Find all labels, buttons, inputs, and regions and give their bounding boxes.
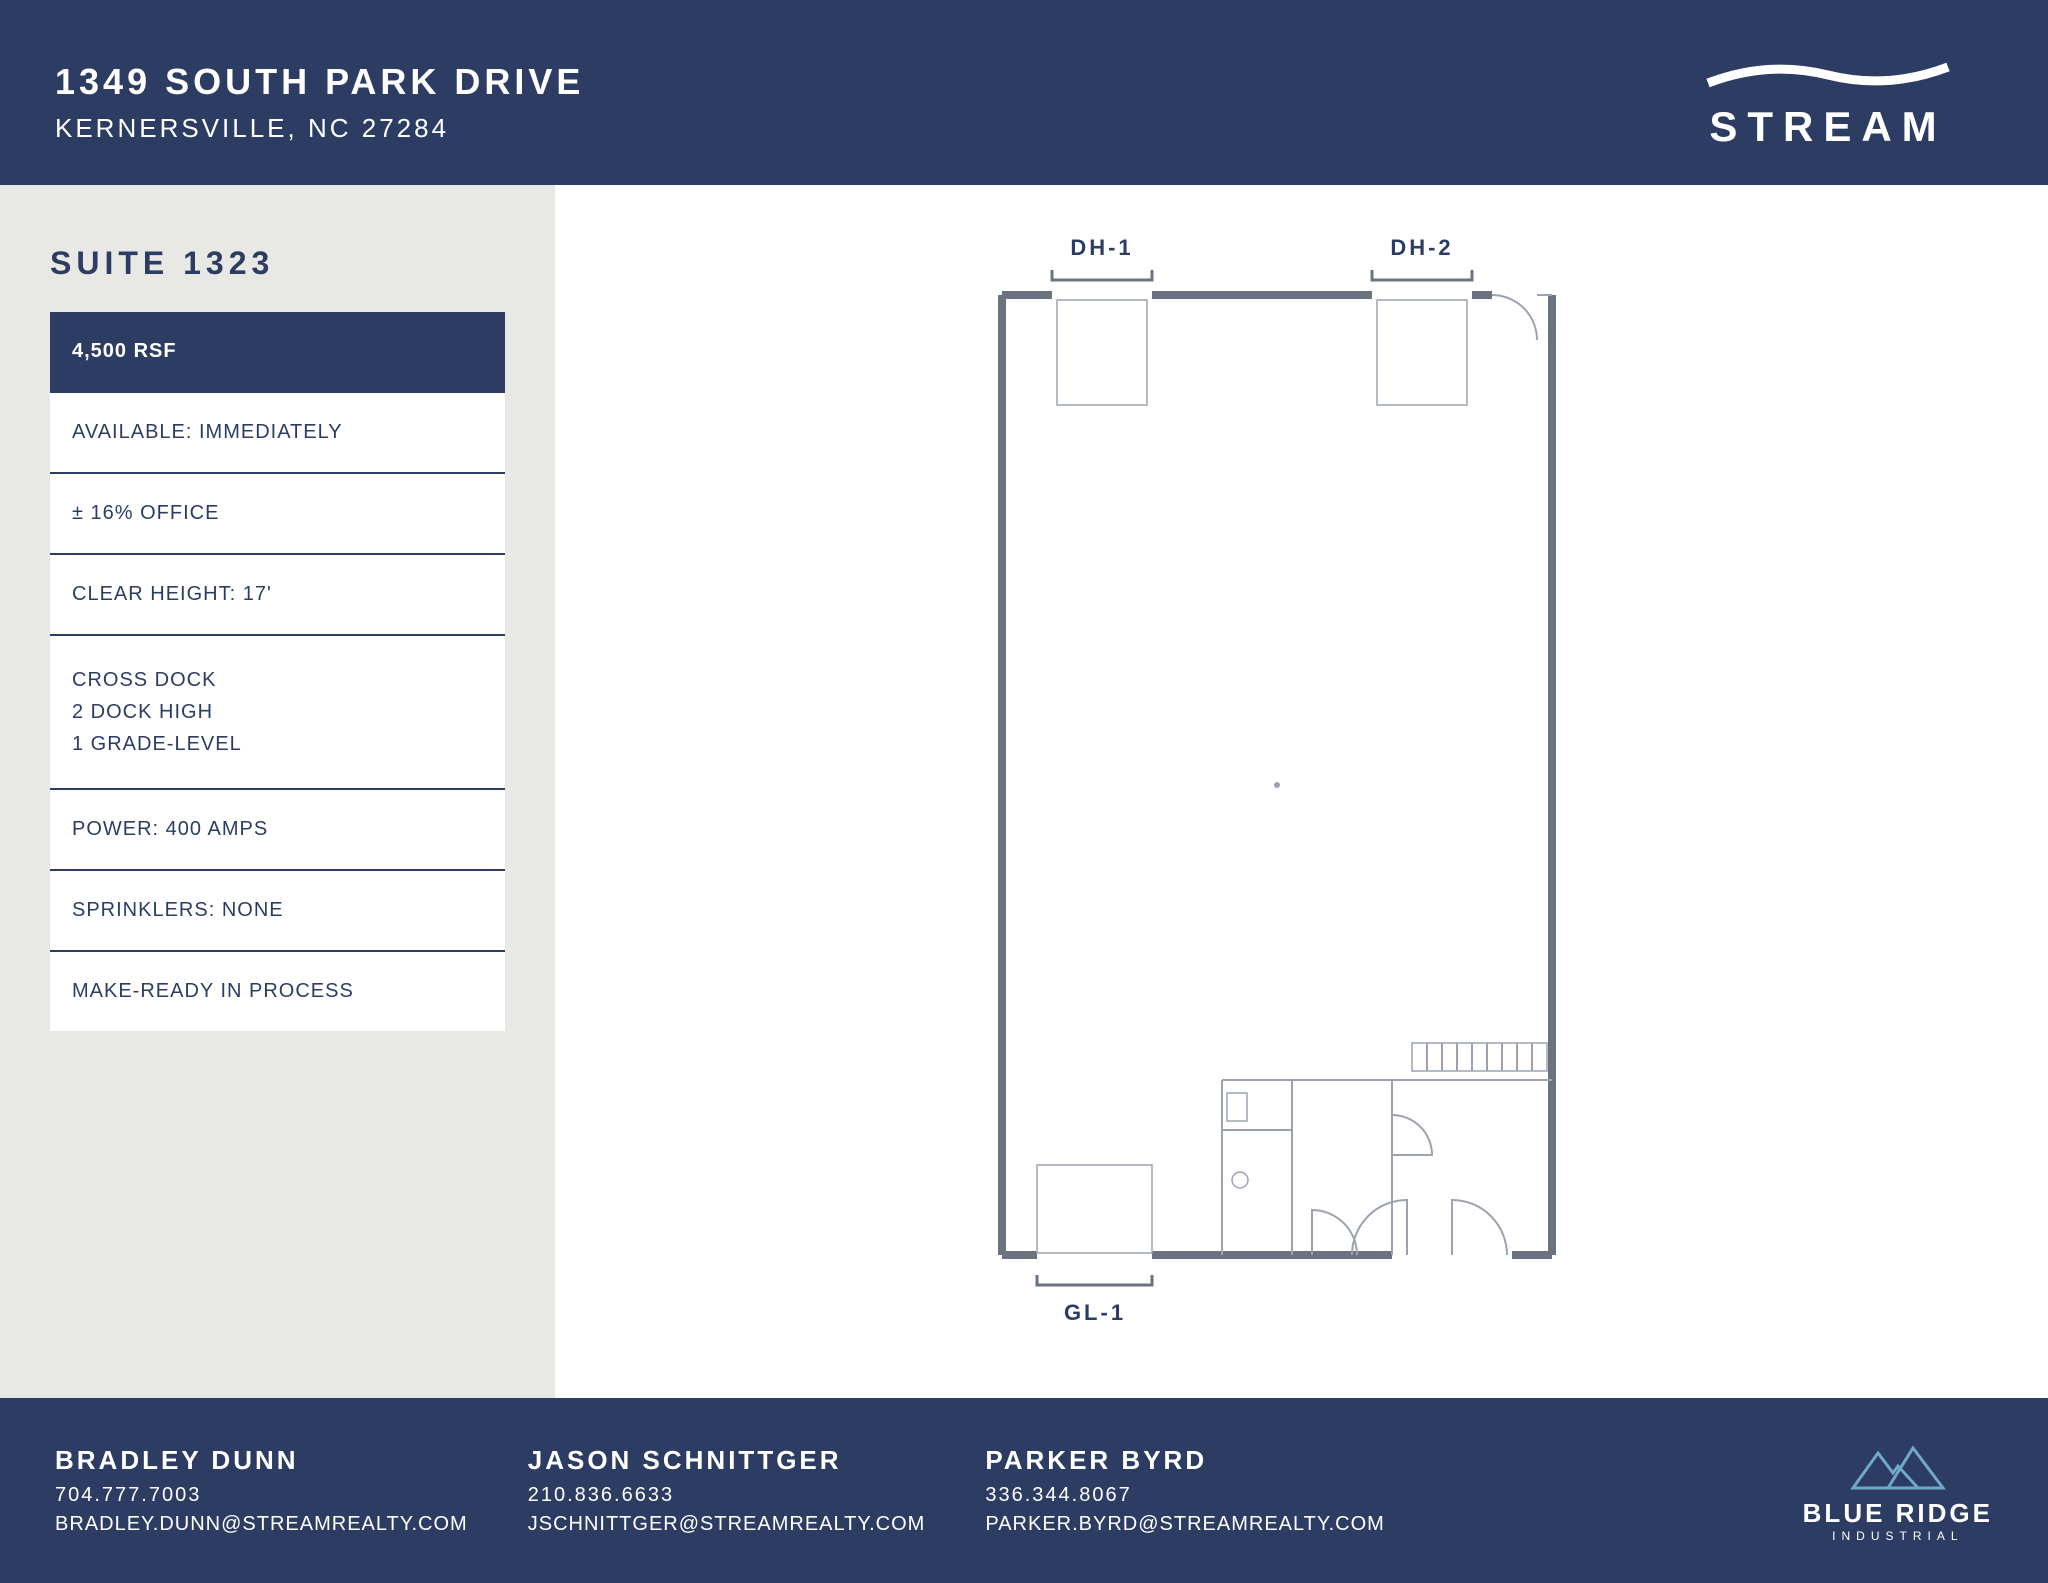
contact-2-email: PARKER.BYRD@STREAMREALTY.COM: [985, 1513, 1384, 1536]
spec-dock: CROSS DOCK 2 DOCK HIGH 1 GRADE-LEVEL: [50, 636, 505, 790]
blueridge-logo: BLUE RIDGE INDUSTRIAL: [1803, 1438, 1993, 1543]
floorplan-svg: DH-1 DH-2: [852, 225, 1752, 1355]
mountain-icon: [1843, 1438, 1953, 1493]
suite-title: SUITE 1323: [50, 245, 505, 282]
contact-1-name: JASON SCHNITTGER: [528, 1445, 926, 1476]
contact-0-phone: 704.777.7003: [55, 1484, 468, 1507]
contact-2: PARKER BYRD 336.344.8067 PARKER.BYRD@STR…: [985, 1445, 1384, 1536]
spec-sprinklers: SPRINKLERS: NONE: [50, 871, 505, 952]
spec-list: 4,500 RSF AVAILABLE: IMMEDIATELY ± 16% O…: [50, 312, 505, 1031]
address-line2: KERNERSVILLE, NC 27284: [55, 113, 584, 144]
address-line1: 1349 SOUTH PARK DRIVE: [55, 61, 584, 103]
header: 1349 SOUTH PARK DRIVE KERNERSVILLE, NC 2…: [0, 0, 2048, 185]
spec-power: POWER: 400 AMPS: [50, 790, 505, 871]
stream-logo: STREAM: [1703, 55, 1953, 151]
contact-0-email: BRADLEY.DUNN@STREAMREALTY.COM: [55, 1513, 468, 1536]
label-dh2: DH-2: [1390, 235, 1453, 260]
contact-2-phone: 336.344.8067: [985, 1484, 1384, 1507]
spec-available: AVAILABLE: IMMEDIATELY: [50, 393, 505, 474]
contact-1-email: JSCHNITTGER@STREAMREALTY.COM: [528, 1513, 926, 1536]
spec-office: ± 16% OFFICE: [50, 474, 505, 555]
label-dh1: DH-1: [1070, 235, 1133, 260]
spec-make-ready: MAKE-READY IN PROCESS: [50, 952, 505, 1031]
spec-clear-height: CLEAR HEIGHT: 17': [50, 555, 505, 636]
stream-wave-icon: [1703, 55, 1953, 95]
spec-dock-line2: 2 DOCK HIGH: [72, 696, 483, 728]
spec-dock-line3: 1 GRADE-LEVEL: [72, 728, 483, 760]
blueridge-sub: INDUSTRIAL: [1803, 1529, 1993, 1543]
contact-0-name: BRADLEY DUNN: [55, 1445, 468, 1476]
content: SUITE 1323 4,500 RSF AVAILABLE: IMMEDIAT…: [0, 185, 2048, 1398]
contact-2-name: PARKER BYRD: [985, 1445, 1384, 1476]
spec-rsf: 4,500 RSF: [50, 312, 505, 393]
contact-1-phone: 210.836.6633: [528, 1484, 926, 1507]
address-block: 1349 SOUTH PARK DRIVE KERNERSVILLE, NC 2…: [55, 61, 584, 144]
footer: BRADLEY DUNN 704.777.7003 BRADLEY.DUNN@S…: [0, 1398, 2048, 1583]
sidebar: SUITE 1323 4,500 RSF AVAILABLE: IMMEDIAT…: [0, 185, 555, 1398]
contact-0: BRADLEY DUNN 704.777.7003 BRADLEY.DUNN@S…: [55, 1445, 468, 1536]
contact-1: JASON SCHNITTGER 210.836.6633 JSCHNITTGE…: [528, 1445, 926, 1536]
floorplan-area: DH-1 DH-2: [555, 185, 2048, 1398]
spec-dock-line1: CROSS DOCK: [72, 664, 483, 696]
blueridge-text: BLUE RIDGE: [1803, 1498, 1993, 1529]
label-gl1: GL-1: [1063, 1300, 1125, 1325]
stream-logo-text: STREAM: [1703, 103, 1953, 151]
